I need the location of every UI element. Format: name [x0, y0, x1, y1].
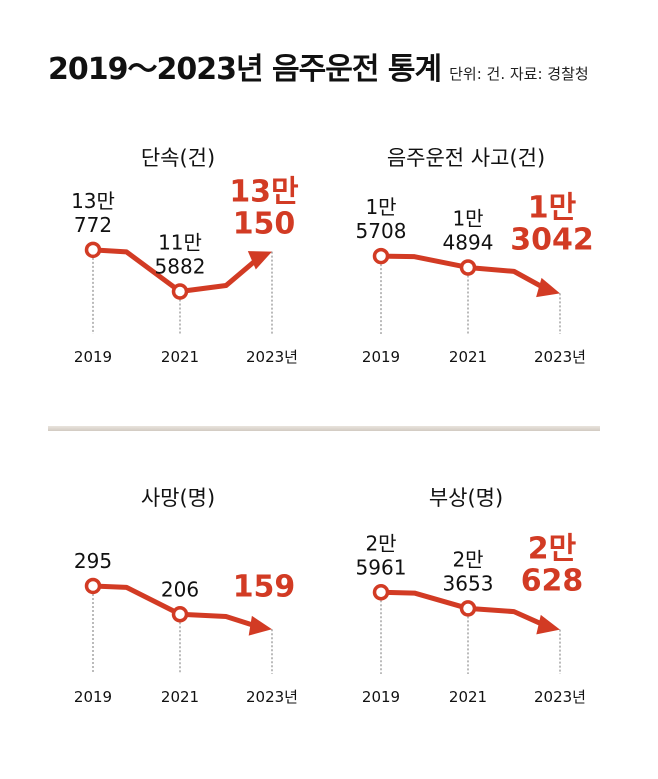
x-tick-label: 2019	[362, 348, 400, 366]
data-label: 3042	[510, 222, 594, 257]
chart-title: 부상(명)	[428, 486, 504, 510]
data-label: 159	[233, 569, 296, 604]
data-label: 206	[161, 577, 199, 601]
data-label: 13만	[229, 175, 299, 210]
x-tick-label: 2019	[74, 348, 112, 366]
arrow-head-icon	[248, 615, 272, 636]
data-label: 295	[74, 549, 112, 573]
page-title: 2019～2023년 음주운전 통계	[48, 52, 442, 87]
data-point	[459, 600, 477, 617]
arrow-head-icon	[536, 277, 560, 298]
unit-source-note: 단위: 건. 자료: 경찰청	[449, 65, 589, 83]
chart-title: 단속(건)	[140, 146, 216, 170]
data-label: 5708	[356, 219, 407, 243]
data-label: 2만	[452, 547, 483, 571]
data-label: 2만	[365, 531, 396, 555]
chart-title: 사망(명)	[140, 486, 216, 510]
x-tick-label: 2023년	[534, 688, 586, 706]
data-point	[459, 259, 477, 276]
chart-panel-injuries: 부상(명) 2만 5961 2만 3653 2만 628 2019 2021 2023년	[316, 468, 616, 728]
x-tick-label: 2019	[362, 688, 400, 706]
chart-title: 음주운전 사고(건)	[386, 146, 546, 170]
data-point	[372, 584, 390, 601]
data-label: 5882	[155, 255, 206, 279]
chart-svg: 295 206 159 2019 2021 2023년	[74, 549, 298, 706]
data-label: 5961	[356, 555, 407, 579]
chart-panel-accidents: 음주운전 사고(건) 1만 5708 1만 4894 1만 3042 2019 2021 202…	[316, 128, 616, 388]
data-point	[171, 283, 189, 300]
data-label: 3653	[443, 571, 494, 595]
title-row: 2019～2023년 음주운전 통계 단위: 건. 자료: 경찰청	[48, 44, 589, 88]
data-label: 1만	[528, 190, 577, 225]
x-tick-label: 2023년	[246, 688, 298, 706]
data-label: 4894	[443, 230, 494, 254]
data-label: 1만	[365, 195, 396, 219]
x-tick-label: 2021	[449, 348, 487, 366]
data-point	[372, 247, 390, 265]
data-label: 772	[74, 213, 112, 237]
arrow-head-icon	[536, 614, 560, 635]
data-point	[84, 577, 102, 595]
chart-panel-enforcement: 단속(건) 13만 772 11만 5882 13만 150 2019 2021 2023년	[28, 128, 328, 388]
arrow-head-icon	[247, 251, 272, 270]
x-tick-label: 2019	[74, 688, 112, 706]
data-point	[171, 606, 189, 623]
x-tick-label: 2021	[449, 688, 487, 706]
data-label: 1만	[452, 206, 483, 230]
chart-panel-deaths: 사망(명) 295 206 159 2019 2021 2023년	[28, 468, 328, 728]
data-point	[84, 241, 102, 259]
data-label: 628	[521, 563, 584, 598]
section-divider	[48, 426, 600, 431]
x-tick-label: 2023년	[246, 348, 298, 366]
data-label: 11만	[158, 231, 202, 255]
data-label: 13만	[71, 189, 115, 213]
data-label: 2만	[528, 531, 577, 566]
data-label: 150	[233, 207, 296, 242]
x-tick-label: 2021	[161, 348, 199, 366]
x-tick-label: 2021	[161, 688, 199, 706]
x-tick-label: 2023년	[534, 348, 586, 366]
